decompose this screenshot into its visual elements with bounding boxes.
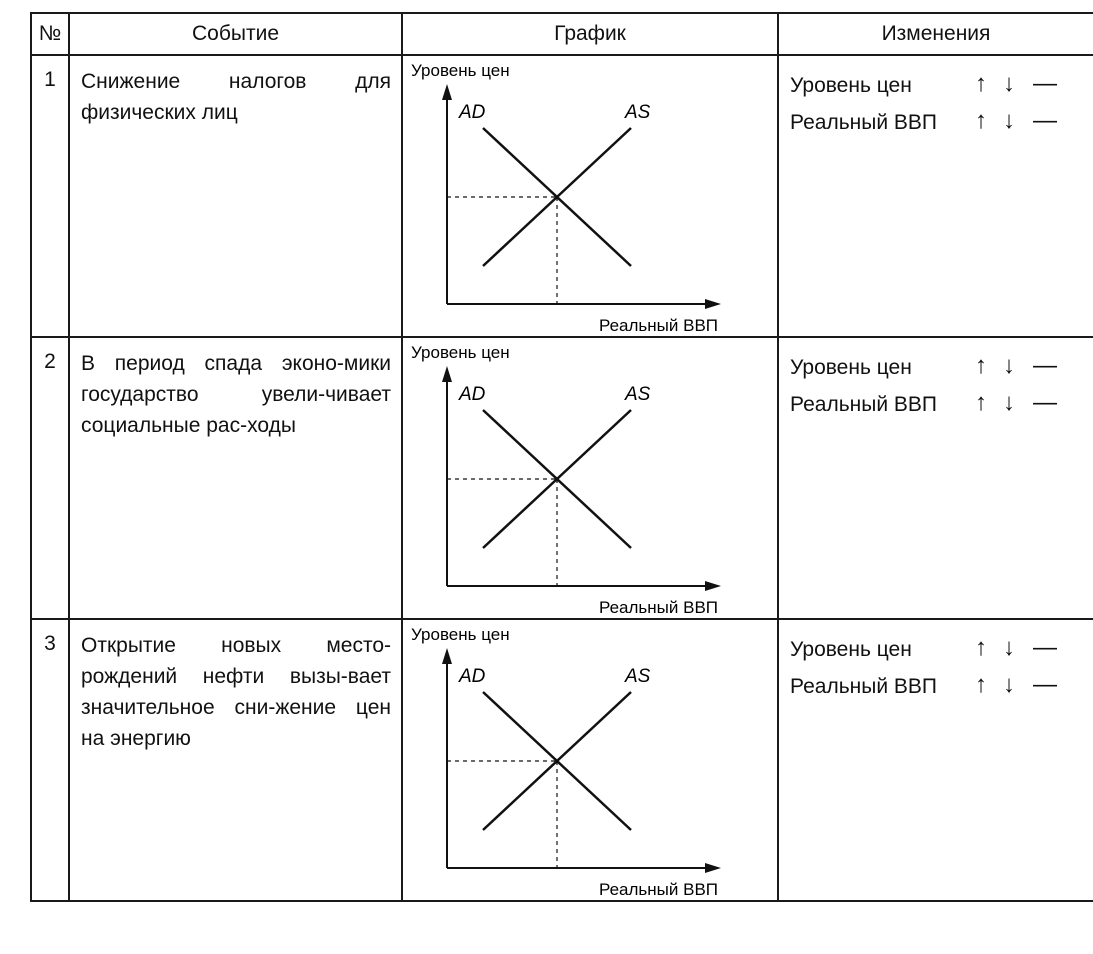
arrow-up-icon[interactable]: ↑ bbox=[975, 352, 987, 379]
price-level-change: Уровень цен ↑ ↓ — bbox=[779, 68, 1093, 105]
as-label: AS bbox=[624, 102, 651, 123]
price-level-change: Уровень цен ↑ ↓ — bbox=[779, 632, 1093, 669]
row-number: 1 bbox=[30, 54, 70, 338]
header-graph: График bbox=[401, 12, 779, 56]
table-row: 1 Снижение налогов для физических лиц Уров… bbox=[30, 54, 1093, 338]
arrow-up-icon[interactable]: ↑ bbox=[975, 389, 987, 416]
no-change-dash-icon[interactable]: — bbox=[1033, 107, 1057, 134]
x-axis-arrow-icon bbox=[705, 863, 721, 873]
y-axis-label: Уровень цен bbox=[411, 61, 510, 80]
y-axis-label: Уровень цен bbox=[411, 343, 510, 362]
arrow-down-icon[interactable]: ↓ bbox=[1003, 634, 1015, 661]
table-row: 3 Открытие новых место-рождений нефти выз… bbox=[30, 618, 1093, 902]
change-label: Реальный ВВП bbox=[790, 111, 937, 134]
x-axis-label: Реальный ВВП bbox=[599, 316, 718, 335]
y-axis-arrow-icon bbox=[442, 84, 452, 100]
header-event: Событие bbox=[68, 12, 403, 56]
ad-label: AD bbox=[458, 102, 486, 123]
ad-as-graph-cell: Уровень цен Реальный ВВП AD AS bbox=[401, 336, 779, 620]
as-label: AS bbox=[624, 384, 651, 405]
event-description: В период спада эконо-мики государство ув… bbox=[68, 336, 403, 620]
y-axis-arrow-icon bbox=[442, 366, 452, 382]
arrow-up-icon[interactable]: ↑ bbox=[975, 70, 987, 97]
changes-cell: Уровень цен ↑ ↓ — Реальный ВВП ↑ ↓ — bbox=[777, 336, 1093, 620]
header-changes: Изменения bbox=[777, 12, 1093, 56]
as-label: AS bbox=[624, 666, 651, 687]
x-axis-arrow-icon bbox=[705, 299, 721, 309]
arrow-down-icon[interactable]: ↓ bbox=[1003, 352, 1015, 379]
ad-as-graph: Уровень цен Реальный ВВП AD AS bbox=[411, 625, 721, 899]
x-axis-label: Реальный ВВП bbox=[599, 598, 718, 617]
economics-table: № Событие График Изменения 1 Снижение нал… bbox=[30, 12, 1093, 902]
row-number: 3 bbox=[30, 618, 70, 902]
x-axis-label: Реальный ВВП bbox=[599, 880, 718, 899]
real-gdp-change: Реальный ВВП ↑ ↓ — bbox=[779, 105, 1093, 142]
arrow-up-icon[interactable]: ↑ bbox=[975, 634, 987, 661]
real-gdp-change: Реальный ВВП ↑ ↓ — bbox=[779, 669, 1093, 706]
change-label: Уровень цен bbox=[790, 356, 912, 379]
change-label: Реальный ВВП bbox=[790, 393, 937, 416]
changes-cell: Уровень цен ↑ ↓ — Реальный ВВП ↑ ↓ — bbox=[777, 618, 1093, 902]
arrow-down-icon[interactable]: ↓ bbox=[1003, 671, 1015, 698]
change-label: Реальный ВВП bbox=[790, 675, 937, 698]
price-level-change: Уровень цен ↑ ↓ — bbox=[779, 350, 1093, 387]
no-change-dash-icon[interactable]: — bbox=[1033, 70, 1057, 97]
ad-label: AD bbox=[458, 384, 486, 405]
event-description: Открытие новых место-рождений нефти вызы… bbox=[68, 618, 403, 902]
changes-cell: Уровень цен ↑ ↓ — Реальный ВВП ↑ ↓ — bbox=[777, 54, 1093, 338]
event-description: Снижение налогов для физических лиц bbox=[68, 54, 403, 338]
y-axis-label: Уровень цен bbox=[411, 625, 510, 644]
no-change-dash-icon[interactable]: — bbox=[1033, 389, 1057, 416]
no-change-dash-icon[interactable]: — bbox=[1033, 634, 1057, 661]
arrow-down-icon[interactable]: ↓ bbox=[1003, 70, 1015, 97]
arrow-up-icon[interactable]: ↑ bbox=[975, 671, 987, 698]
ad-as-graph-cell: Уровень цен Реальный ВВП AD AS bbox=[401, 618, 779, 902]
no-change-dash-icon[interactable]: — bbox=[1033, 352, 1057, 379]
change-label: Уровень цен bbox=[790, 638, 912, 661]
arrow-up-icon[interactable]: ↑ bbox=[975, 107, 987, 134]
row-number: 2 bbox=[30, 336, 70, 620]
ad-as-graph: Уровень цен Реальный ВВП AD AS bbox=[411, 61, 721, 335]
y-axis-arrow-icon bbox=[442, 648, 452, 664]
arrow-down-icon[interactable]: ↓ bbox=[1003, 389, 1015, 416]
table-header-row: № Событие График Изменения bbox=[30, 12, 1093, 56]
change-label: Уровень цен bbox=[790, 74, 912, 97]
no-change-dash-icon[interactable]: — bbox=[1033, 671, 1057, 698]
ad-label: AD bbox=[458, 666, 486, 687]
x-axis-arrow-icon bbox=[705, 581, 721, 591]
ad-as-graph: Уровень цен Реальный ВВП AD AS bbox=[411, 343, 721, 617]
arrow-down-icon[interactable]: ↓ bbox=[1003, 107, 1015, 134]
real-gdp-change: Реальный ВВП ↑ ↓ — bbox=[779, 387, 1093, 424]
ad-as-graph-cell: Уровень цен Реальный ВВП AD AS bbox=[401, 54, 779, 338]
header-num: № bbox=[30, 12, 70, 56]
